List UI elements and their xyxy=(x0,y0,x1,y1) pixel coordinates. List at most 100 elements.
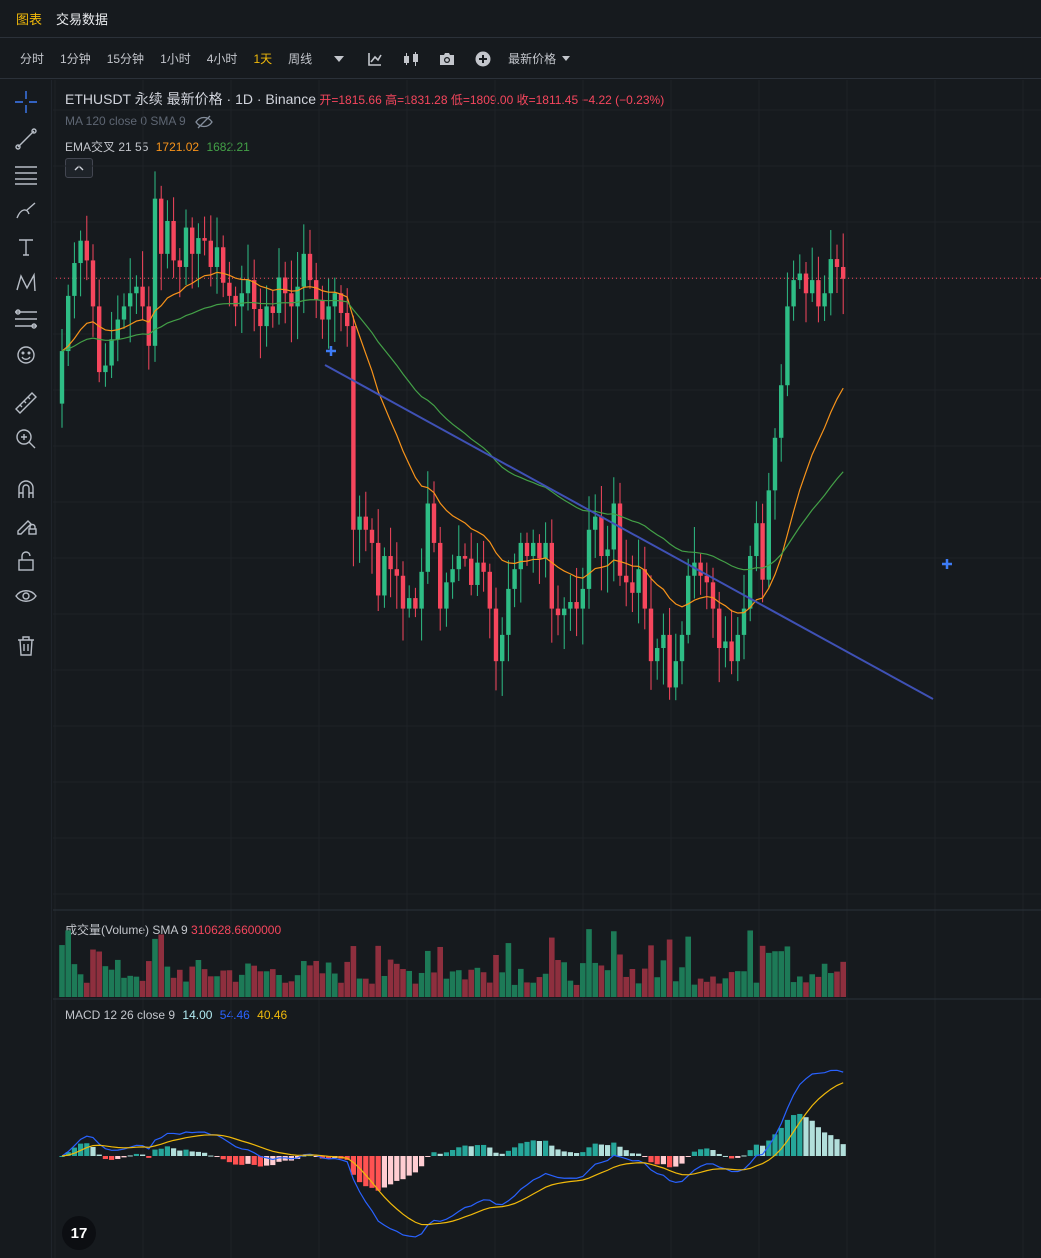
camera-icon[interactable] xyxy=(436,48,458,70)
volume-bar xyxy=(146,961,152,997)
timeframe-1w[interactable]: 周线 xyxy=(288,52,313,66)
macd-histogram-bar xyxy=(152,1149,158,1156)
brush-icon[interactable] xyxy=(13,198,39,224)
macd-histogram-bar xyxy=(381,1156,387,1188)
macd-histogram-bar xyxy=(660,1156,666,1165)
candle-body xyxy=(276,277,282,313)
candle-type-icon[interactable] xyxy=(400,48,422,70)
volume-bar xyxy=(84,982,90,997)
volume-bar xyxy=(65,930,71,997)
macd-histogram-bar xyxy=(778,1127,784,1156)
high-label: 高= xyxy=(385,93,405,107)
lock-draw-icon[interactable] xyxy=(13,512,39,538)
candle-body xyxy=(444,582,449,609)
collapse-legend-button[interactable] xyxy=(65,158,93,178)
hidden-eye-icon[interactable] xyxy=(195,115,213,129)
macd-histogram-bar xyxy=(195,1151,201,1156)
macd-histogram-bar xyxy=(543,1140,549,1156)
timeframe-1m[interactable]: 1分钟 xyxy=(60,52,91,66)
macd-histogram-bar xyxy=(344,1156,350,1160)
macd-histogram-bar xyxy=(605,1145,611,1156)
candle-body xyxy=(493,608,499,662)
unlock-icon[interactable] xyxy=(13,548,39,574)
text-icon[interactable] xyxy=(13,234,39,260)
pattern-icon[interactable] xyxy=(13,270,39,296)
candle-body xyxy=(692,562,697,576)
macd-histogram-bar xyxy=(164,1146,170,1156)
candle-body xyxy=(425,503,430,572)
emoji-icon[interactable] xyxy=(13,342,39,368)
volume-bar xyxy=(232,981,239,997)
timeframe-15m[interactable]: 15分钟 xyxy=(106,52,145,66)
volume-bar xyxy=(518,968,524,997)
chevron-up-icon xyxy=(74,165,84,171)
candle-body xyxy=(363,516,368,530)
candle-body xyxy=(462,556,468,559)
macd-hist-value: 14.00 xyxy=(182,1008,213,1022)
volume-bar xyxy=(394,963,400,997)
candle-body xyxy=(146,306,151,346)
volume-bar xyxy=(815,976,822,997)
crosshair-icon[interactable] xyxy=(13,89,39,115)
trendline-icon[interactable] xyxy=(13,126,39,152)
candle-body xyxy=(345,312,350,327)
macd-histogram-bar xyxy=(406,1156,412,1176)
drawing-toolbar xyxy=(0,80,52,1258)
trash-icon[interactable] xyxy=(13,633,39,659)
plus-circle-icon[interactable] xyxy=(472,48,494,70)
candle-body xyxy=(103,365,108,373)
volume-bar xyxy=(195,959,202,997)
candle-body xyxy=(413,598,418,609)
volume-bar xyxy=(511,984,518,997)
candle-body xyxy=(500,634,505,662)
macd-histogram-bar xyxy=(338,1156,344,1159)
tab-chart[interactable]: 图表 xyxy=(16,12,43,27)
eye-icon[interactable] xyxy=(13,584,39,610)
timeframe-tick[interactable]: 分时 xyxy=(20,52,45,66)
volume-bar xyxy=(617,954,623,997)
top-tabbar: 图表 交易数据 xyxy=(0,0,1041,38)
macd-histogram-bar xyxy=(468,1146,474,1156)
macd-histogram-bar xyxy=(140,1154,146,1156)
candle-body xyxy=(679,634,685,662)
fib-lines-icon[interactable] xyxy=(13,162,39,188)
candle-body xyxy=(233,295,238,307)
macd-histogram-bar xyxy=(319,1156,325,1159)
macd-line-value: 54.46 xyxy=(219,1008,250,1022)
macd-legend: MACD 12 26 close 9 14.00 54.46 40.46 xyxy=(65,1008,287,1022)
tab-trading-data[interactable]: 交易数据 xyxy=(56,12,109,27)
timeframe-4h[interactable]: 4小时 xyxy=(206,52,238,66)
candle-body xyxy=(655,648,660,662)
close-label: 收= xyxy=(516,93,536,107)
candle-body xyxy=(109,339,114,366)
macd-histogram-bar xyxy=(202,1152,208,1156)
volume-bar xyxy=(158,934,164,997)
volume-bar xyxy=(418,972,425,997)
tradingview-logo: 17 xyxy=(62,1216,96,1250)
timeframe-1d[interactable]: 1天 xyxy=(253,52,273,66)
volume-bar xyxy=(611,931,617,997)
zoom-icon[interactable] xyxy=(13,426,39,452)
magnet-icon[interactable] xyxy=(13,476,39,502)
chevron-down-icon[interactable] xyxy=(328,48,350,70)
candle-body xyxy=(90,260,96,307)
volume-bar xyxy=(381,975,388,997)
macd-histogram-bar xyxy=(270,1156,276,1166)
candle-body xyxy=(469,558,474,585)
volume-bar xyxy=(840,961,846,997)
macd-histogram-bar xyxy=(363,1156,369,1187)
forecast-icon[interactable] xyxy=(13,306,39,332)
macd-histogram-bar xyxy=(307,1155,313,1157)
ruler-icon[interactable] xyxy=(13,390,39,416)
candle-body xyxy=(642,569,647,609)
price-type-select[interactable]: 最新价格 xyxy=(508,50,571,67)
volume-bar xyxy=(288,981,295,997)
macd-histogram-bar xyxy=(530,1140,536,1156)
macd-histogram-bar xyxy=(586,1147,592,1156)
candle-body xyxy=(841,266,846,279)
candle-body xyxy=(810,280,815,294)
volume-bar xyxy=(170,977,177,997)
indicator-icon[interactable] xyxy=(364,48,386,70)
timeframe-1h[interactable]: 1小时 xyxy=(160,52,191,66)
candle-body xyxy=(314,280,319,300)
